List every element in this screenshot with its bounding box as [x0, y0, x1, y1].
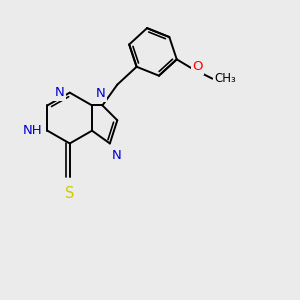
Text: NH: NH	[22, 124, 42, 137]
Text: CH₃: CH₃	[215, 72, 236, 85]
Text: N: N	[55, 86, 64, 99]
Text: N: N	[111, 149, 121, 162]
Text: N: N	[96, 87, 106, 100]
Text: O: O	[192, 60, 203, 73]
Text: S: S	[65, 186, 74, 201]
